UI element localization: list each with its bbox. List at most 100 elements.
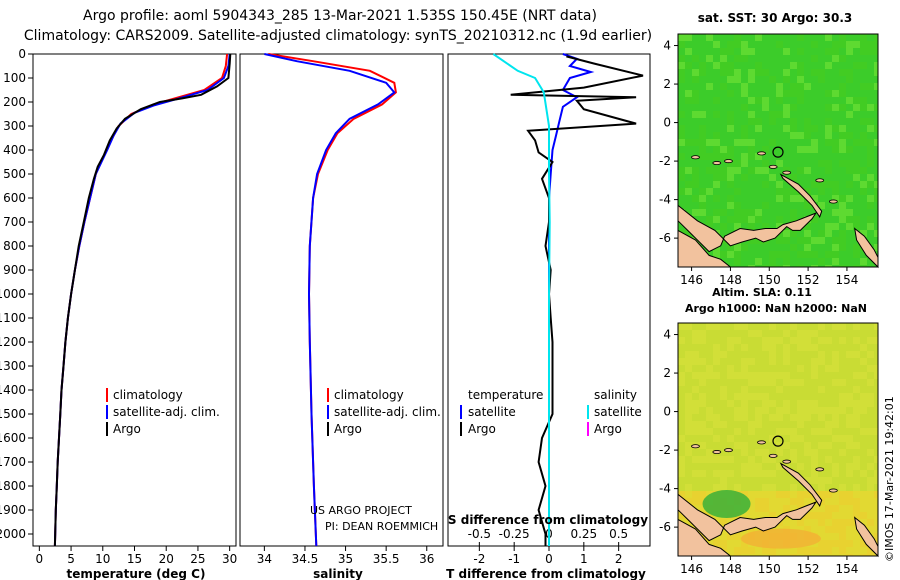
map-field-cell xyxy=(720,484,727,491)
legend-climatology-label: climatology xyxy=(334,388,404,402)
map-field-cell xyxy=(874,477,878,484)
map-field-cell xyxy=(846,160,853,167)
map-field-cell xyxy=(734,442,741,449)
map-field-cell xyxy=(783,265,790,267)
map-field-cell xyxy=(776,414,783,421)
x-tick-label: 34.5 xyxy=(292,552,319,566)
map-field-cell xyxy=(797,167,804,174)
map-field-cell xyxy=(748,330,755,337)
map-field-cell xyxy=(706,188,713,195)
map-field-cell xyxy=(776,372,783,379)
map-field-cell xyxy=(783,237,790,244)
map-field-cell xyxy=(811,195,818,202)
map-field-cell xyxy=(853,554,860,556)
map-field-cell xyxy=(720,251,727,258)
map-field-cell xyxy=(804,167,811,174)
map-field-cell xyxy=(818,237,825,244)
x-tick-label: 5 xyxy=(67,552,75,566)
map-field-cell xyxy=(811,69,818,76)
map-field-cell xyxy=(720,237,727,244)
map-field-cell xyxy=(734,428,741,435)
map-field-cell xyxy=(860,104,867,111)
map-field-cell xyxy=(713,414,720,421)
map-field-cell xyxy=(818,230,825,237)
salinity-axis: 34 34.5 35 35.5 36 xyxy=(257,546,434,566)
salinity-panel: 34 34.5 35 35.5 36 salinity climatology sate… xyxy=(239,53,444,580)
map-field-cell xyxy=(713,344,720,351)
map-field-cell xyxy=(748,48,755,55)
map-field-cell xyxy=(727,69,734,76)
map-field-cell xyxy=(825,547,832,554)
map-field-cell xyxy=(755,498,762,505)
map-field-cell xyxy=(874,365,878,372)
map-field-cell xyxy=(790,244,797,251)
map-field-cell xyxy=(762,69,769,76)
map-field-cell xyxy=(776,41,783,48)
map-field-cell xyxy=(846,41,853,48)
map-field-cell xyxy=(678,435,685,442)
map-field-cell xyxy=(727,125,734,132)
y-tick-label: 1900 xyxy=(0,503,26,517)
map-field-cell xyxy=(818,414,825,421)
map-field-cell xyxy=(762,470,769,477)
map-field-cell xyxy=(804,337,811,344)
map-field-cell xyxy=(874,554,878,556)
map-field-cell xyxy=(755,421,762,428)
y-tick-label: 1200 xyxy=(0,335,26,349)
map-field-cell xyxy=(839,505,846,512)
map-field-cell xyxy=(839,146,846,153)
map-field-cell xyxy=(860,265,867,267)
map-field-cell xyxy=(804,519,811,526)
map-field-cell xyxy=(706,407,713,414)
map-field-cell xyxy=(874,505,878,512)
map-field-cell xyxy=(853,456,860,463)
map-field-cell xyxy=(874,456,878,463)
x-tick-label: -1 xyxy=(508,552,520,566)
map-field-cell xyxy=(748,139,755,146)
map-field-cell xyxy=(790,519,797,526)
x-tick-label: 1 xyxy=(580,552,588,566)
map-field-cell xyxy=(713,372,720,379)
map-field-cell xyxy=(699,393,706,400)
map-field-cell xyxy=(846,491,853,498)
map-field-cell xyxy=(783,491,790,498)
map-field-cell xyxy=(776,97,783,104)
map-field-cell xyxy=(769,414,776,421)
y-tick-label: 200 xyxy=(3,95,26,109)
map-field-cell xyxy=(818,491,825,498)
map-field-cell xyxy=(678,512,685,519)
map-field-cell xyxy=(818,76,825,83)
map-field-cell xyxy=(867,379,874,386)
map-field-cell xyxy=(853,407,860,414)
map-field-cell xyxy=(839,491,846,498)
map-field-cell xyxy=(790,90,797,97)
map-field-cell xyxy=(818,337,825,344)
map-field-cell xyxy=(832,435,839,442)
map-field-cell xyxy=(860,188,867,195)
map-field-cell xyxy=(678,62,685,69)
map-field-cell xyxy=(720,223,727,230)
y-tick-label: 2000 xyxy=(0,527,26,541)
map-field-cell xyxy=(692,76,699,83)
map-field-cell xyxy=(846,512,853,519)
map-field-cell xyxy=(748,421,755,428)
map-field-cell xyxy=(867,48,874,55)
map-field-cell xyxy=(783,251,790,258)
map-field-cell xyxy=(874,34,878,41)
map-field-cell xyxy=(699,421,706,428)
map-field-cell xyxy=(685,181,692,188)
map-field-cell xyxy=(755,526,762,533)
map-field-cell xyxy=(727,202,734,209)
map-field-cell xyxy=(783,379,790,386)
map-field-cell xyxy=(825,540,832,547)
map-field-cell xyxy=(811,365,818,372)
map-field-cell xyxy=(699,146,706,153)
legend-argo-label: Argo xyxy=(113,422,141,436)
map-field-cell xyxy=(825,125,832,132)
map-field-cell xyxy=(727,76,734,83)
map-field-cell xyxy=(832,519,839,526)
map-field-cell xyxy=(720,477,727,484)
map-field-cell xyxy=(776,505,783,512)
map-field-cell xyxy=(853,414,860,421)
x-tick-label: 15 xyxy=(127,552,142,566)
